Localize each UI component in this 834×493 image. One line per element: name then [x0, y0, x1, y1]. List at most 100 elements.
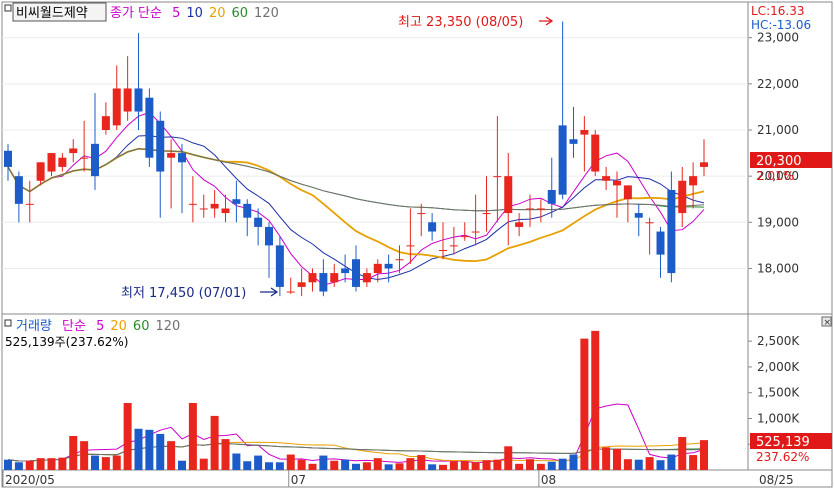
- candle-body: [134, 88, 143, 112]
- candle-body: [188, 203, 197, 205]
- volume-bar: [134, 428, 143, 470]
- candle-body: [613, 180, 621, 186]
- panel-toggle-icon[interactable]: [4, 4, 12, 12]
- candle-body: [47, 153, 56, 172]
- volume-bar: [101, 457, 110, 470]
- candle-body: [471, 231, 480, 233]
- high-annotation: 최고 23,350 (08/05): [398, 15, 523, 30]
- volume-tick-label: 2,000K: [757, 360, 800, 374]
- candle-body: [243, 203, 252, 218]
- volume-bar: [80, 441, 89, 470]
- volume-bar: [123, 403, 132, 470]
- volume-bar: [341, 459, 350, 470]
- candle-body: [460, 236, 469, 238]
- volume-pct: 237.62%: [756, 450, 809, 464]
- price-ma-120-line: [7, 148, 705, 212]
- close-icon: ×: [824, 318, 832, 328]
- volume-bar: [210, 415, 219, 470]
- volume-bar: [526, 459, 534, 470]
- volume-bar: [243, 461, 252, 470]
- volume-ma-legend-60: 60: [133, 319, 150, 334]
- candle-body: [547, 190, 556, 204]
- ma-legend-10: 10: [186, 6, 203, 21]
- volume-bar: [4, 459, 12, 470]
- volume-ma-legend-20: 20: [110, 319, 127, 334]
- price-ma-legend: 종가 단순 5 10 20 60 120: [110, 6, 279, 21]
- volume-bars: [4, 330, 708, 470]
- volume-bar: [547, 461, 556, 470]
- price-tick-label: 21,000: [757, 123, 799, 137]
- candle-body: [101, 116, 110, 130]
- candle-body: [254, 217, 263, 227]
- candle-body: [645, 222, 654, 224]
- candle-body: [689, 176, 698, 186]
- candle-body: [428, 222, 437, 232]
- candle-body: [504, 176, 513, 214]
- time-x-ticks: 2020/05 07 08 08/25: [2, 470, 794, 487]
- volume-tick-label: 2,500K: [757, 334, 800, 348]
- volume-bar: [91, 455, 99, 470]
- candle-body: [319, 273, 328, 292]
- volume-bar: [689, 455, 698, 470]
- ma-legend-5: 5: [172, 6, 180, 21]
- current-price: 20,300: [756, 154, 802, 169]
- volume-bar: [602, 447, 611, 470]
- volume-bar: [645, 457, 654, 470]
- stock-name: 비씨월드제약: [16, 6, 88, 21]
- volume-bar: [634, 459, 643, 470]
- candle-body: [384, 263, 393, 269]
- candle-body: [493, 176, 502, 178]
- volume-bar: [569, 454, 578, 470]
- stock-name-box[interactable]: [12, 2, 107, 22]
- candle-body: [667, 190, 676, 274]
- volume-bar: [69, 435, 78, 470]
- candle-body: [199, 208, 208, 210]
- candle-body: [14, 176, 23, 204]
- ma-legend-label: 종가 단순: [110, 6, 162, 21]
- hc-label: HC:-13.06: [751, 18, 811, 32]
- lc-label: LC:16.33: [751, 4, 804, 18]
- candle-body: [330, 273, 339, 283]
- candle-body: [591, 134, 600, 172]
- candle-body: [558, 125, 567, 195]
- volume-bar: [275, 462, 284, 470]
- candle-body: [341, 268, 350, 274]
- price-candles: [4, 21, 708, 297]
- candle-body: [112, 88, 121, 126]
- candle-body: [449, 245, 458, 247]
- volume-bar: [297, 459, 306, 470]
- volume-bar: [678, 437, 687, 470]
- volume-ma-legend-120: 120: [155, 319, 180, 334]
- ma-legend-120: 120: [254, 6, 279, 21]
- volume-bar: [417, 455, 426, 470]
- current-price-badge: [750, 152, 832, 168]
- volume-bar: [232, 453, 241, 470]
- volume-bar: [395, 463, 404, 470]
- volume-bar: [493, 459, 502, 470]
- volume-bar: [330, 460, 339, 470]
- candle-body: [221, 208, 230, 214]
- current-volume: 525,139: [756, 435, 810, 450]
- volume-bar: [428, 464, 437, 470]
- x-tick-label: 07: [291, 473, 306, 487]
- volume-readout: 525,139주(237.62%): [5, 335, 128, 349]
- close-panel-button[interactable]: [821, 316, 832, 327]
- volume-bar: [667, 454, 676, 470]
- candle-body: [395, 259, 404, 261]
- candle-body: [352, 259, 360, 287]
- volume-bar: [178, 460, 186, 470]
- volume-bar: [373, 458, 382, 470]
- price-tick-label: 18,000: [757, 261, 799, 275]
- candle-body: [275, 245, 284, 287]
- volume-panel-toggle-icon[interactable]: [4, 319, 12, 327]
- volume-bar: [254, 455, 263, 470]
- volume-bar: [515, 463, 524, 470]
- price-tick-label: 22,000: [757, 77, 799, 91]
- candle-body: [656, 231, 665, 255]
- candle-body: [406, 245, 415, 247]
- volume-bar: [406, 458, 415, 470]
- volume-bar: [384, 464, 393, 470]
- candle-body: [515, 222, 524, 227]
